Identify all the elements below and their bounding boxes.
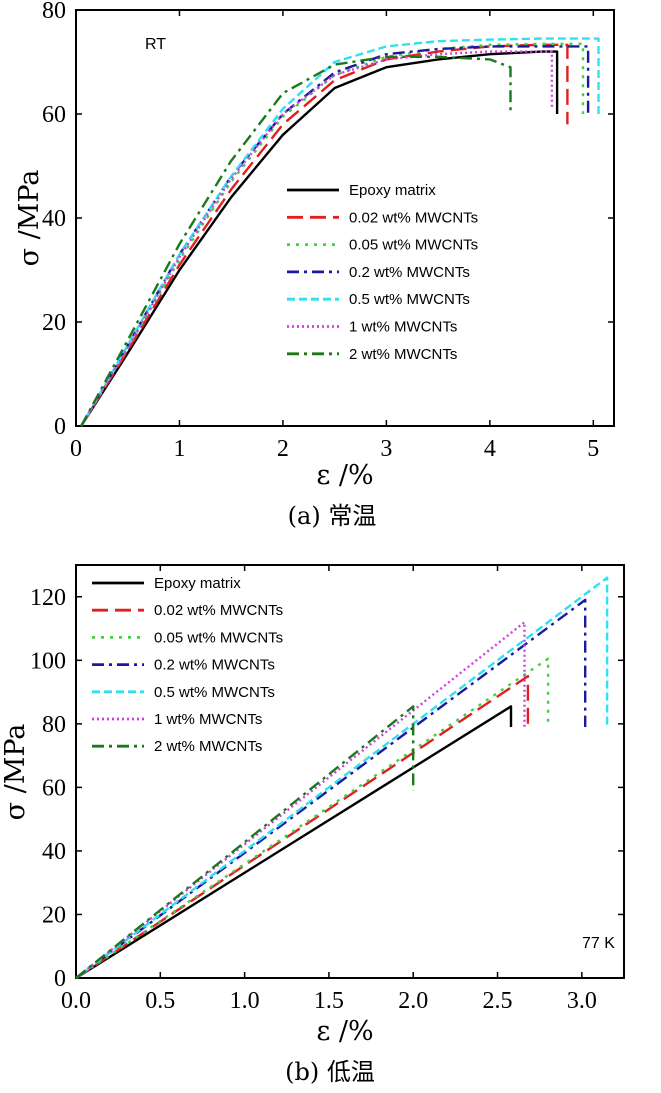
y-tick-label: 120 bbox=[30, 585, 66, 611]
x-tick-label: 5 bbox=[587, 436, 599, 462]
series-line-0 bbox=[80, 50, 559, 427]
series-line-5 bbox=[80, 50, 554, 427]
legend-label: 2 wt% MWCNTs bbox=[349, 346, 457, 363]
legend-label: 0.5 wt% MWCNTs bbox=[154, 684, 275, 701]
series-line-6 bbox=[75, 705, 415, 979]
legend-label: 0.5 wt% MWCNTs bbox=[349, 291, 470, 308]
x-ticks: 0 1 2 3 4 5 bbox=[70, 10, 599, 462]
x-tick-label: 2.5 bbox=[483, 988, 513, 1014]
series-line-2 bbox=[80, 42, 585, 427]
x-tick-label: 2 bbox=[277, 436, 289, 462]
y-tick-label: 60 bbox=[42, 102, 66, 128]
x-tick-label: 1.0 bbox=[230, 988, 260, 1014]
legend-label: 1 wt% MWCNTs bbox=[349, 319, 457, 336]
x-tick-label: 4 bbox=[484, 436, 496, 462]
x-axis-title: ε /% bbox=[316, 1016, 373, 1047]
y-axis-title: σ /MPa bbox=[14, 170, 45, 267]
x-tick-label: 3 bbox=[380, 436, 392, 462]
legend-label: 0.05 wt% MWCNTs bbox=[154, 629, 283, 646]
panel-caption: (a) 常温 bbox=[288, 502, 377, 530]
y-tick-label: 100 bbox=[30, 648, 66, 674]
y-tick-label: 40 bbox=[42, 839, 66, 865]
x-axis-title: ε /% bbox=[316, 460, 373, 491]
legend-label: 0.02 wt% MWCNTs bbox=[154, 602, 283, 619]
series-line-4 bbox=[75, 576, 609, 979]
legend-label: 0.05 wt% MWCNTs bbox=[349, 237, 478, 254]
legend-label: 1 wt% MWCNTs bbox=[154, 711, 262, 728]
series-line-4 bbox=[80, 37, 600, 427]
y-tick-label: 20 bbox=[42, 902, 66, 928]
y-tick-label: 0 bbox=[54, 414, 66, 440]
y-tick-label: 60 bbox=[42, 775, 66, 801]
legend-label: 0.2 wt% MWCNTs bbox=[154, 657, 275, 674]
series-line-0 bbox=[75, 705, 513, 980]
panel-low-temperature: 0.0 0.5 1.0 1.5 2.0 2.5 3.0 0 20 40 60 80 100 120 77… bbox=[0, 564, 625, 1086]
legend: Epoxy matrix 0.02 wt% MWCNTs 0.05 wt% MWCN… bbox=[287, 182, 478, 363]
plot-frame bbox=[75, 9, 615, 427]
y-tick-label: 80 bbox=[42, 0, 66, 24]
x-tick-label: 0.5 bbox=[145, 988, 175, 1014]
series-lines bbox=[75, 576, 609, 980]
legend: Epoxy matrix 0.02 wt% MWCNTs 0.05 wt% MWCN… bbox=[92, 575, 283, 755]
series-line-3 bbox=[75, 598, 587, 979]
x-tick-label: 3.0 bbox=[567, 988, 597, 1014]
series-line-1 bbox=[75, 675, 530, 979]
series-line-2 bbox=[75, 657, 550, 979]
series-line-5 bbox=[75, 621, 526, 979]
series-line-1 bbox=[80, 43, 569, 427]
x-tick-label: 1.5 bbox=[314, 988, 344, 1014]
y-tick-label: 20 bbox=[42, 310, 66, 336]
y-ticks: 0 20 40 60 80 100 120 bbox=[30, 585, 624, 992]
legend-label: 0.2 wt% MWCNTs bbox=[349, 264, 470, 281]
annotation-rt: RT bbox=[145, 36, 166, 53]
x-tick-label: 2.0 bbox=[398, 988, 428, 1014]
y-tick-label: 0 bbox=[54, 966, 66, 992]
legend-label: 2 wt% MWCNTs bbox=[154, 738, 262, 755]
legend-label: Epoxy matrix bbox=[154, 575, 241, 592]
plot-frame bbox=[75, 564, 625, 979]
legend-label: 0.02 wt% MWCNTs bbox=[349, 209, 478, 226]
x-tick-label: 1 bbox=[173, 436, 185, 462]
panel-caption: (b) 低温 bbox=[285, 1058, 375, 1086]
series-line-3 bbox=[80, 45, 590, 427]
y-tick-label: 80 bbox=[42, 712, 66, 738]
x-ticks: 0.0 0.5 1.0 1.5 2.0 2.5 3.0 bbox=[61, 565, 597, 1014]
y-axis-title: σ /MPa bbox=[0, 724, 31, 821]
x-tick-label: 0.0 bbox=[61, 988, 91, 1014]
legend-label: Epoxy matrix bbox=[349, 182, 436, 199]
annotation-77k: 77 K bbox=[582, 935, 615, 952]
panel-room-temperature: 0 1 2 3 4 5 0 20 40 60 80 RT Epoxy matrix 0.02 wt%… bbox=[14, 0, 615, 530]
x-tick-label: 0 bbox=[70, 436, 82, 462]
y-ticks: 0 20 40 60 80 bbox=[42, 0, 614, 440]
series-lines bbox=[80, 37, 600, 427]
y-tick-label: 40 bbox=[42, 206, 66, 232]
